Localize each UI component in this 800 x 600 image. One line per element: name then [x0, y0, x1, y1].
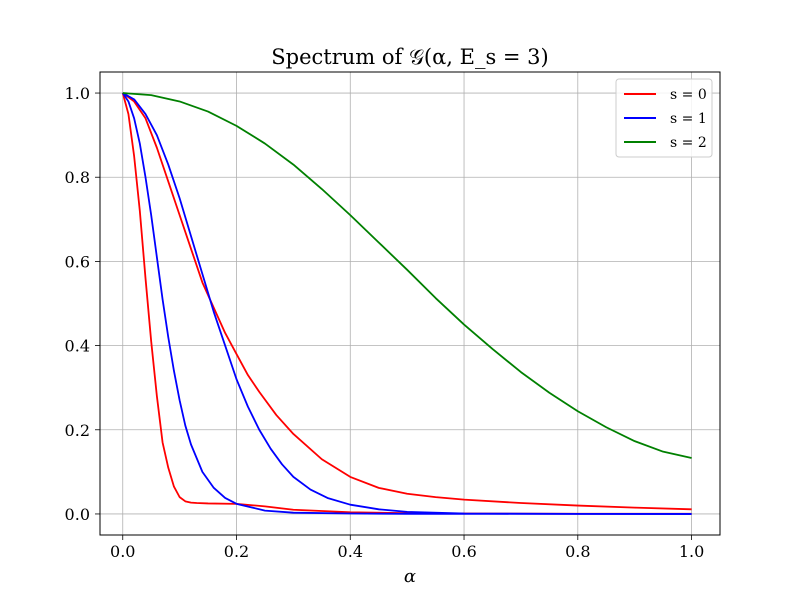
series-line-4	[122, 92, 692, 459]
x-tick-label: 0.0	[110, 542, 135, 561]
x-axis-label: α	[404, 566, 416, 587]
x-tick-label: 0.8	[565, 542, 590, 561]
tick-layer: 0.0 0.2 0.4 0.6 0.8 1.0 0.0 0.2 0.4 0.6 0.8 1.0	[65, 84, 705, 561]
plot-frame	[99, 71, 721, 536]
series-line-2	[122, 92, 692, 515]
chart-title: Spectrum of 𝒢(α, E_s = 3)	[271, 45, 548, 69]
x-tick-label: 0.6	[451, 542, 476, 561]
y-tick-label: 0.6	[65, 252, 90, 271]
legend-label: s = 2	[670, 135, 707, 151]
y-tick-label: 0.2	[65, 421, 90, 440]
x-tick-label: 1.0	[679, 542, 704, 561]
series-line-3	[122, 92, 692, 515]
y-tick-label: 0.4	[65, 337, 90, 356]
series-line-1	[122, 92, 692, 511]
legend-label: s = 1	[670, 111, 707, 127]
y-tick-label: 1.0	[65, 84, 90, 103]
legend: s = 0 s = 1 s = 2	[615, 78, 713, 158]
y-tick-label: 0.0	[65, 505, 90, 524]
series-line-0	[121, 92, 692, 515]
legend-box	[615, 78, 713, 158]
y-tick-label: 0.8	[65, 168, 90, 187]
x-tick-label: 0.4	[338, 542, 363, 561]
x-tick-label: 0.2	[224, 542, 249, 561]
legend-label: s = 0	[670, 87, 707, 103]
series-layer	[121, 92, 692, 515]
